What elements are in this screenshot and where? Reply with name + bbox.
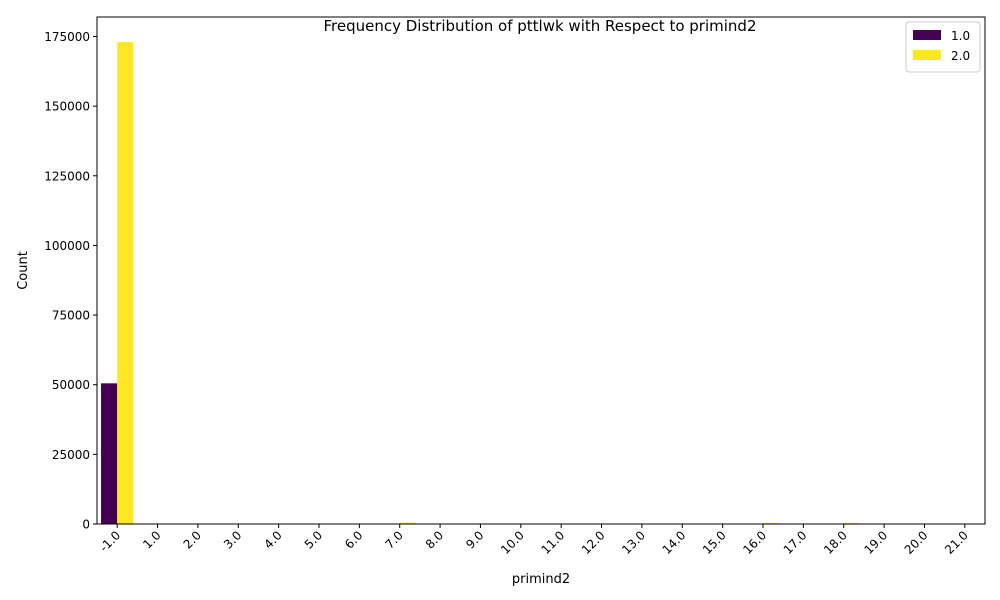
x-tick-label: 19.0 xyxy=(861,528,890,557)
x-tick-label: 7.0 xyxy=(382,528,405,551)
y-tick-label: 125000 xyxy=(44,169,90,183)
y-tick-label: 175000 xyxy=(44,30,90,44)
x-tick-label: 9.0 xyxy=(463,528,486,551)
y-tick-label: 100000 xyxy=(44,239,90,253)
x-tick-label: 6.0 xyxy=(342,528,365,551)
x-tick-label: 12.0 xyxy=(579,528,608,557)
plot-frame xyxy=(96,16,986,525)
y-tick-label: 0 xyxy=(82,518,90,532)
legend-swatch xyxy=(913,50,941,60)
x-axis: -1.0 1.0 2.0 3.0 4.0 5.0 6.0 7.0 8.0 9.0 10.0 11.0 1… xyxy=(97,524,971,557)
x-tick-label: 4.0 xyxy=(261,528,284,551)
x-tick-label: 10.0 xyxy=(498,528,527,557)
x-tick-label: 1.0 xyxy=(140,528,163,551)
legend: 1.02.0 xyxy=(905,21,981,73)
bars-group xyxy=(101,42,981,524)
x-tick-label: 14.0 xyxy=(660,528,689,557)
y-axis: 0 25000 50000 75000 100000 125000 150000 175000 xyxy=(44,30,97,532)
x-tick-label: -1.0 xyxy=(97,528,123,554)
x-tick-label: 11.0 xyxy=(539,528,568,557)
bar-series-2.0-cat-7.0 xyxy=(399,522,416,524)
legend-label: 1.0 xyxy=(951,29,970,43)
bar-series-2.0-cat-16.0 xyxy=(763,522,780,524)
x-axis-label: primind2 xyxy=(512,572,570,587)
x-tick-label: 2.0 xyxy=(181,528,204,551)
x-tick-label: 5.0 xyxy=(302,528,325,551)
x-tick-label: 8.0 xyxy=(423,528,446,551)
x-tick-label: 20.0 xyxy=(902,528,931,557)
y-tick-label: 25000 xyxy=(52,448,90,462)
legend-label: 2.0 xyxy=(951,49,970,63)
y-tick-label: 75000 xyxy=(52,309,90,323)
bar-series-1.0-cat--1.0 xyxy=(101,383,118,524)
y-tick-label: 150000 xyxy=(44,100,90,114)
y-tick-label: 50000 xyxy=(52,378,90,392)
x-tick-label: 21.0 xyxy=(942,528,971,557)
legend-swatch xyxy=(913,30,941,40)
x-tick-label: 16.0 xyxy=(740,528,769,557)
bar-series-2.0-cat-18.0 xyxy=(843,522,860,524)
x-tick-label: 15.0 xyxy=(700,528,729,557)
bar-series-2.0-cat--1.0 xyxy=(117,42,134,524)
x-tick-label: 17.0 xyxy=(781,528,810,557)
x-tick-label: 3.0 xyxy=(221,528,244,551)
chart-title: Frequency Distribution of pttlwk with Re… xyxy=(323,17,756,35)
y-axis-label: Count xyxy=(16,251,31,290)
x-tick-label: 18.0 xyxy=(821,528,850,557)
x-tick-label: 13.0 xyxy=(619,528,648,557)
